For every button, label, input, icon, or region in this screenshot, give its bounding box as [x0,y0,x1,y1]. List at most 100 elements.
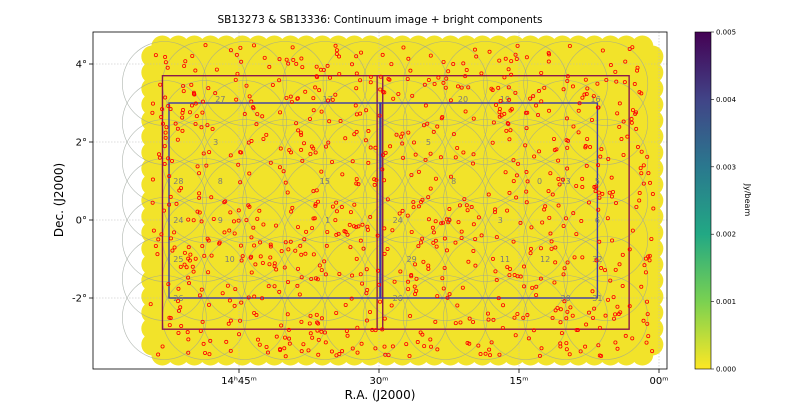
component-marker [426,195,431,200]
image-edge [551,343,574,366]
component-marker [627,304,632,309]
component-marker [530,285,535,290]
component-marker [428,151,433,156]
component-marker [400,208,405,213]
component-marker [193,256,198,261]
beam-footprint [202,80,287,165]
component-marker [590,289,595,294]
component-marker [409,230,414,235]
component-marker [328,75,333,80]
component-marker [471,161,476,166]
component-marker [538,276,543,281]
component-marker [597,325,602,330]
component-marker [565,309,570,314]
component-marker [643,256,648,261]
component-marker [158,82,163,87]
component-marker [428,53,433,58]
component-marker [460,285,465,290]
component-marker [268,244,273,249]
beam-label: 26 [393,294,403,303]
component-marker [322,259,327,264]
component-marker [249,270,254,275]
component-marker [408,68,413,73]
image-edge [141,109,164,132]
component-marker [201,151,206,156]
component-marker [613,312,618,317]
component-marker [413,262,418,267]
component-marker [168,236,173,241]
component-marker [299,275,304,280]
component-marker [368,215,373,220]
component-marker [150,101,155,106]
component-marker [354,181,359,186]
component-marker [585,86,590,91]
component-marker [304,229,309,234]
component-marker [623,333,628,338]
component-marker [584,92,589,97]
component-marker [539,70,544,75]
component-marker [349,296,354,301]
component-marker [509,59,514,64]
component-marker [260,260,265,265]
component-marker [354,256,359,261]
component-marker [150,110,155,115]
component-marker [334,310,339,315]
component-marker [553,308,558,313]
component-marker [284,57,289,62]
image-edge [641,269,664,292]
component-marker [251,106,256,111]
component-marker [420,197,425,202]
component-marker [316,321,321,326]
image-edge [487,35,510,58]
component-marker [324,243,329,248]
component-marker [559,331,564,336]
beam-footprint [282,41,368,126]
component-marker [471,152,476,157]
component-marker [307,321,312,326]
component-marker [623,59,628,64]
component-marker [364,291,369,296]
component-marker [542,85,547,90]
component-marker [364,318,369,323]
component-marker [299,252,304,257]
image-edge [167,35,190,58]
component-marker [296,266,301,271]
beam-footprint [563,41,649,126]
component-marker [565,74,570,79]
beam-footprint [202,197,287,282]
beam-footprint [362,197,448,282]
component-marker [249,139,254,144]
beam-footprint [523,236,608,321]
component-marker [561,223,566,228]
component-marker [209,253,214,258]
component-marker [599,266,604,271]
component-marker [277,165,282,170]
image-edge [141,93,164,116]
component-marker [220,291,225,296]
component-marker [233,77,238,82]
component-marker [288,94,293,99]
image-edge [311,343,334,366]
component-marker [360,281,365,286]
beam-footprint [402,80,488,165]
image-edge [615,343,638,366]
component-marker [529,225,534,230]
component-marker [167,202,172,207]
component-marker [513,333,518,338]
component-marker [338,119,343,124]
beam-label: 27 [215,95,225,104]
component-marker [643,270,648,275]
component-marker [583,344,588,349]
component-marker [619,137,624,142]
component-marker [409,273,414,278]
component-marker [597,239,602,244]
component-marker [162,144,167,149]
component-marker [490,87,495,92]
component-marker [238,150,243,155]
component-marker [278,347,283,352]
y-tick-label: 0° [76,216,87,227]
component-marker [599,354,604,359]
component-marker [333,218,338,223]
component-marker [611,295,616,300]
component-marker [161,208,166,213]
